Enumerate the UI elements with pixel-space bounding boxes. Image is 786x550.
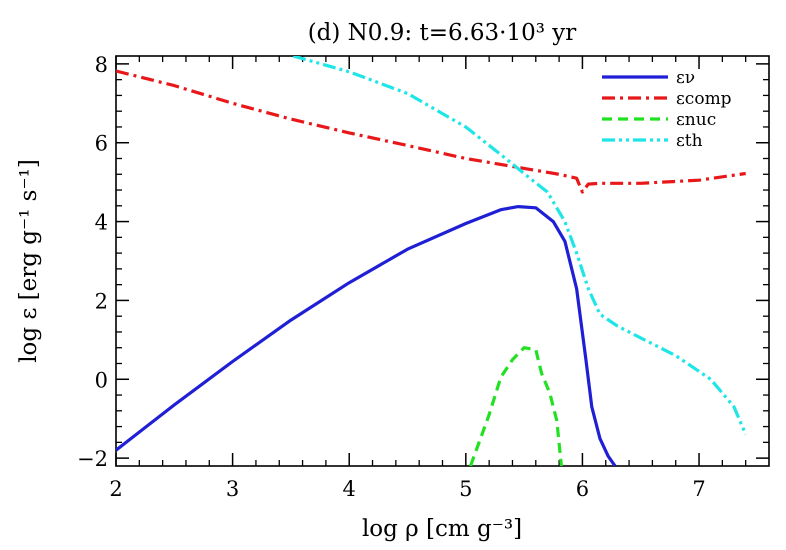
x-tick-label: 5: [459, 477, 472, 501]
chart-title: (d) N0.9: t=6.63·10³ yr: [308, 20, 577, 46]
legend-label: εnuc: [676, 110, 716, 130]
x-tick-label: 2: [109, 477, 122, 501]
series-line: [292, 56, 748, 436]
x-tick-label: 6: [576, 477, 589, 501]
x-tick-label: 3: [226, 477, 239, 501]
series-layer: [116, 56, 748, 466]
x-tick-label: 7: [692, 477, 705, 501]
series-line: [116, 69, 746, 194]
y-tick-label: 0: [95, 368, 108, 392]
y-axis-label: log ε [erg g⁻¹ s⁻¹]: [16, 159, 42, 363]
series-line: [468, 346, 563, 466]
y-tick-label: −2: [77, 447, 108, 471]
y-tick-label: 2: [95, 289, 108, 313]
y-tick-label: 6: [95, 132, 108, 156]
series-line: [116, 205, 617, 466]
x-axis-label: log ρ [cm g⁻³]: [362, 516, 522, 542]
legend-label: εth: [676, 131, 703, 151]
legend-label: εν: [676, 68, 695, 88]
y-tick-label: 8: [95, 53, 108, 77]
axis-ticks: 2 3 4 5 6 7 −2 0 2 4 6 8: [77, 53, 769, 501]
y-tick-label: 4: [95, 211, 108, 235]
plot-frame: [115, 55, 770, 467]
x-tick-label: 4: [343, 477, 356, 501]
legend-label: εcomp: [676, 89, 732, 109]
